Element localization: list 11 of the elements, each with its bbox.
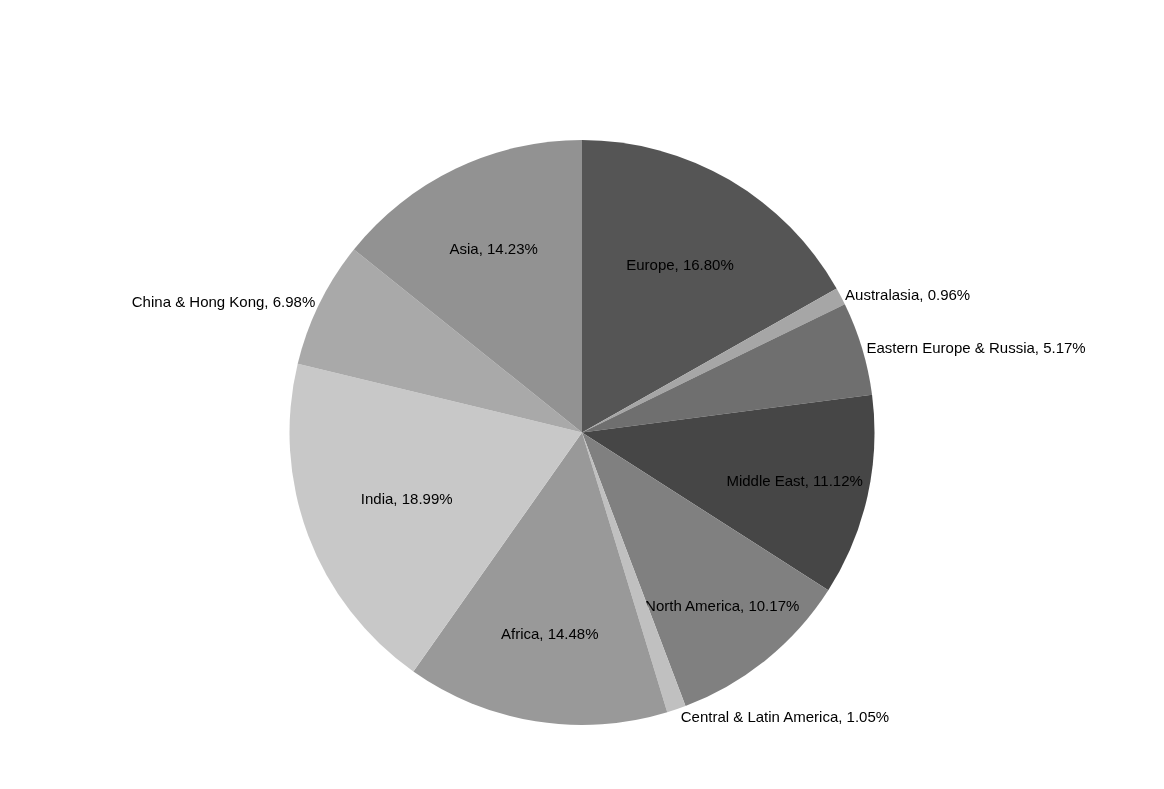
slice-label: Central & Latin America, 1.05% [680,708,890,726]
slice-label: India, 18.99% [360,489,453,507]
pie-slice [582,140,837,433]
slice-label: Africa, 14.48% [500,624,599,642]
slice-label: Asia, 14.23% [449,239,538,257]
pie-slice [582,394,875,591]
slice-label: Australasia, 0.96% [845,285,971,303]
slice-label: Europe, 16.80% [626,255,734,273]
slice-label: China & Hong Kong, 6.98% [131,293,316,311]
slice-label: Middle East, 11.12% [726,471,863,489]
slice-label: Eastern Europe & Russia, 5.17% [866,339,1086,357]
